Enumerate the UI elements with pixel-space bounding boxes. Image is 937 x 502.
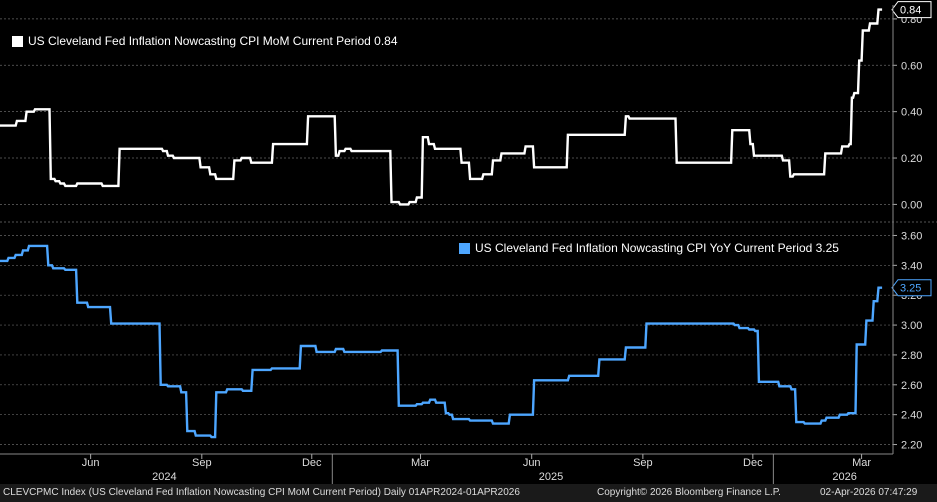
yoy-legend-swatch	[459, 242, 470, 254]
x-year-label: 2024	[152, 471, 176, 483]
yoy-ytick-label: 3.40	[901, 260, 922, 272]
x-month-label: Mar	[411, 457, 430, 469]
x-month-label: Sep	[192, 457, 212, 469]
mom-ytick-label: 0.20	[901, 153, 922, 165]
yoy-ytick-label: 3.60	[901, 230, 922, 242]
yoy-legend-label: US Cleveland Fed Inflation Nowcasting CP…	[475, 241, 839, 255]
mom-current-value-tag	[891, 1, 932, 19]
yoy-current-value-label: 3.25	[900, 283, 921, 295]
mom-ytick-label: 0.60	[901, 60, 922, 72]
footer-copyright: Copyright© 2026 Bloomberg Finance L.P.	[597, 487, 781, 498]
x-year-label: 2025	[539, 471, 563, 483]
mom-ytick-label: 0.40	[901, 107, 922, 119]
footer-bar: CLEVCPMC Index (US Cleveland Fed Inflati…	[0, 484, 937, 502]
yoy-ytick-label: 2.40	[901, 410, 922, 422]
yoy-ytick-label: 2.20	[901, 440, 922, 452]
yoy-ytick-label: 3.00	[901, 320, 922, 332]
x-month-label: Jun	[523, 457, 541, 469]
yoy-legend: US Cleveland Fed Inflation Nowcasting CP…	[455, 239, 845, 257]
yoy-current-value-tag	[891, 279, 932, 297]
mom-ytick-label: 0.00	[901, 199, 922, 211]
x-month-label: Mar	[852, 457, 871, 469]
chart-canvas: 0.000.200.400.600.800.842.202.402.602.80…	[0, 1, 937, 484]
footer-timestamp: 02-Apr-2026 07:47:29	[820, 487, 918, 498]
yoy-ytick-label: 2.60	[901, 380, 922, 392]
x-year-label: 2026	[832, 471, 856, 483]
mom-legend-label: US Cleveland Fed Inflation Nowcasting CP…	[28, 34, 398, 48]
x-month-label: Dec	[302, 457, 322, 469]
footer-ticker-description: CLEVCPMC Index (US Cleveland Fed Inflati…	[3, 487, 520, 498]
x-month-label: Jun	[82, 457, 100, 469]
yoy-ytick-label: 2.80	[901, 350, 922, 362]
yoy-series-line	[0, 244, 883, 439]
mom-series-line	[0, 8, 883, 206]
mom-legend: US Cleveland Fed Inflation Nowcasting CP…	[8, 32, 404, 50]
x-month-label: Sep	[633, 457, 653, 469]
x-month-label: Dec	[743, 457, 763, 469]
mom-legend-swatch	[12, 35, 23, 47]
mom-current-value-label: 0.84	[900, 5, 921, 17]
